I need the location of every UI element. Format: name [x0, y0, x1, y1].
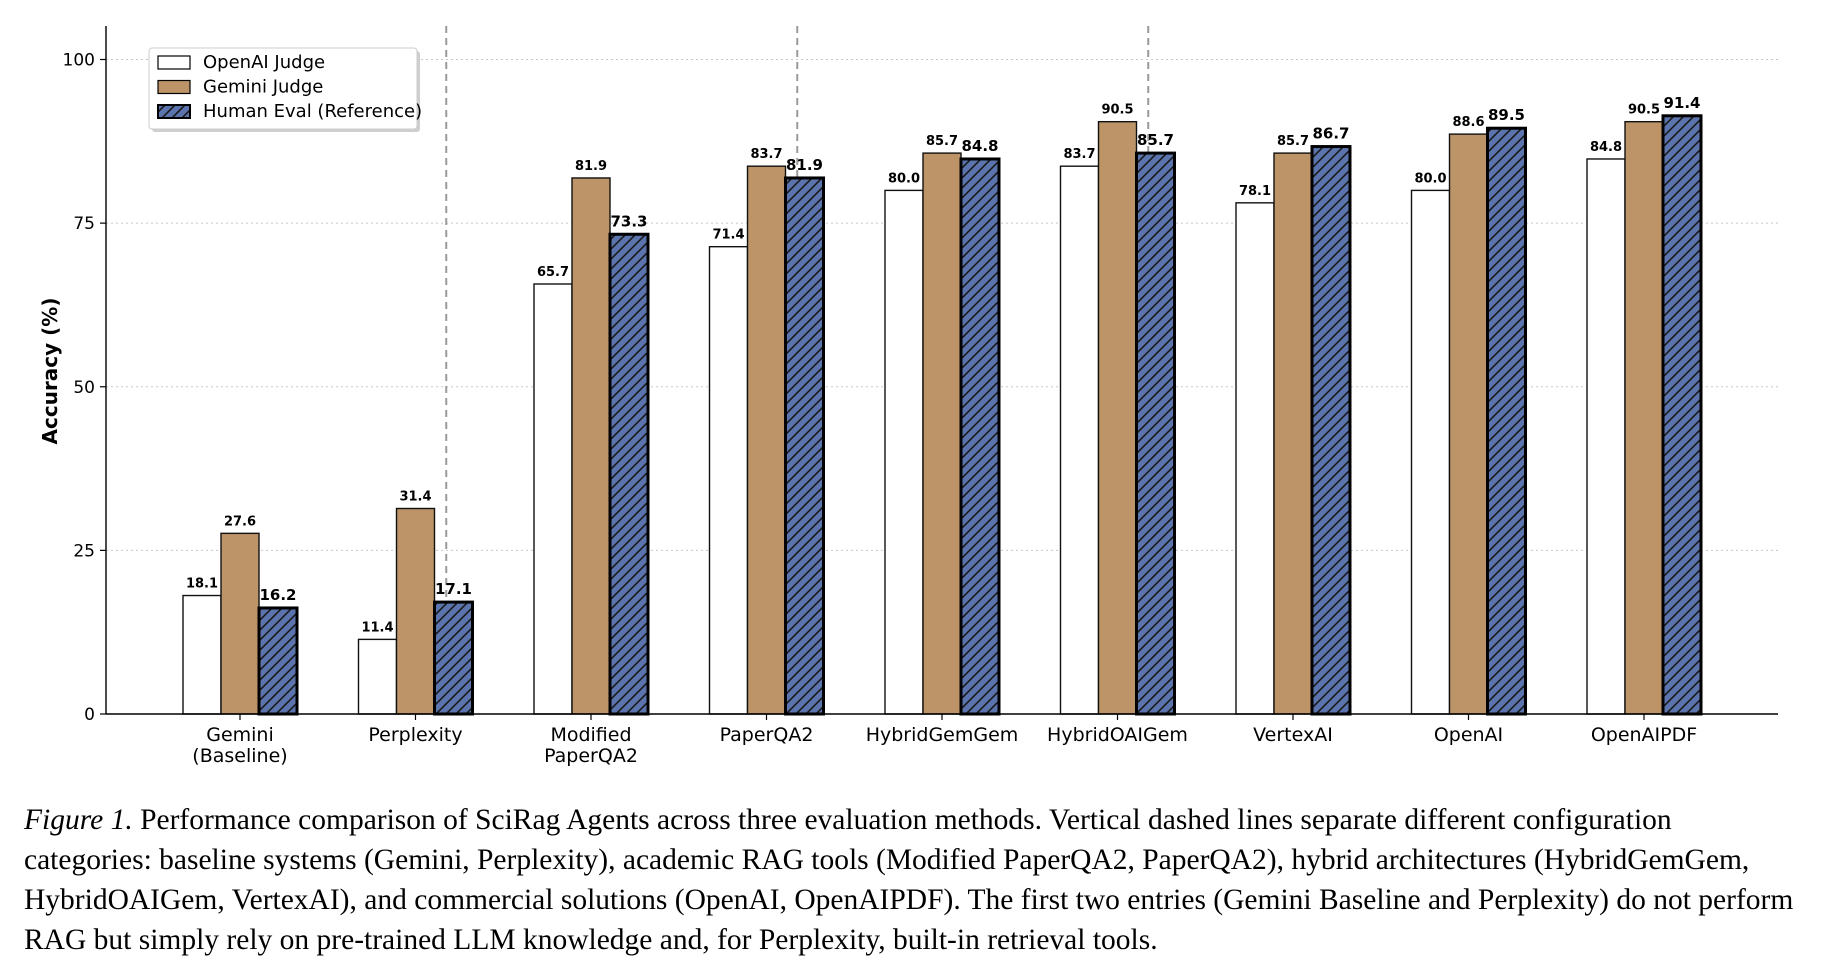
data-label: 11.4: [361, 620, 393, 635]
bar-openai-judge: [1235, 202, 1275, 715]
bar-openai-judge: [533, 283, 573, 715]
data-label: 86.7: [1312, 125, 1349, 143]
x-tick-label: HybridGemGem: [866, 724, 1019, 746]
x-tick-label: PaperQA2: [720, 724, 814, 746]
legend-swatch: [157, 104, 191, 119]
y-axis-label: Accuracy (%): [38, 298, 62, 445]
bar-gemini-judge: [746, 165, 787, 715]
x-tick-label: VertexAI: [1253, 724, 1333, 746]
data-label: 81.9: [575, 159, 607, 174]
x-tick-label: Gemini: [206, 724, 274, 746]
bar-chart: 18.1 27.6 16.2 11.4 31.4 17.1 65.7 81.9 73.3 71.4…: [38, 26, 1778, 767]
data-label: 27.6: [224, 514, 256, 529]
legend-swatch: [157, 55, 191, 70]
data-label: 91.4: [1663, 94, 1700, 112]
data-label: 78.1: [1239, 184, 1271, 199]
data-label: 85.7: [1137, 131, 1174, 149]
data-label: 18.1: [186, 577, 218, 592]
y-tick-label: 75: [73, 214, 95, 234]
data-label: 85.7: [1277, 134, 1309, 149]
caption-text: Performance comparison of SciRag Agents …: [24, 804, 1794, 956]
data-label: 81.9: [786, 156, 823, 174]
data-label: 83.7: [1063, 147, 1095, 162]
data-label: 89.5: [1488, 106, 1525, 124]
x-tick-label: OpenAIPDF: [1591, 724, 1697, 746]
bar-gemini-judge: [1624, 120, 1664, 715]
bar-human-eval-reference: [1486, 126, 1527, 716]
data-label: 80.0: [888, 171, 920, 186]
bar-gemini-judge: [571, 177, 611, 715]
bar-human-eval-reference: [959, 157, 1001, 716]
x-tick-label: HybridOAIGem: [1047, 724, 1188, 746]
bar-openai-judge: [1059, 165, 1100, 715]
legend-box: [148, 47, 418, 130]
bar-gemini-judge: [1273, 152, 1313, 715]
data-label: 16.2: [259, 586, 296, 604]
data-label: 88.6: [1452, 115, 1484, 130]
data-label: 71.4: [712, 228, 744, 243]
bar-human-eval-reference: [433, 600, 474, 716]
bar-human-eval-reference: [1135, 151, 1176, 716]
data-label: 90.5: [1101, 103, 1133, 118]
data-label: 84.8: [961, 137, 998, 155]
data-label: 65.7: [537, 265, 569, 280]
figure-caption: Figure 1. Performance comparison of SciR…: [24, 800, 1804, 960]
bar-gemini-judge: [395, 507, 436, 715]
y-tick-label: 0: [84, 705, 95, 725]
data-label: 90.5: [1628, 103, 1660, 118]
bar-human-eval-reference: [1310, 145, 1352, 716]
legend-label: OpenAI Judge: [203, 52, 325, 73]
caption-label: Figure 1.: [24, 804, 133, 836]
bar-openai-judge: [708, 245, 749, 715]
data-label: 83.7: [750, 147, 782, 162]
bar-gemini-judge: [1097, 120, 1138, 715]
x-tick-label: Modified: [550, 724, 631, 746]
legend-label: Gemini Judge: [203, 77, 323, 98]
data-label: 84.8: [1590, 140, 1622, 155]
x-tick-label: (Baseline): [192, 745, 287, 767]
legend: OpenAI Judge Gemini Judge Human Eval (Refe…: [148, 47, 422, 132]
bar-openai-judge: [884, 189, 924, 715]
bar-human-eval-reference: [257, 606, 299, 716]
data-label: 31.4: [399, 489, 431, 504]
data-label: 73.3: [610, 212, 647, 230]
bar-openai-judge: [357, 638, 398, 715]
y-tick-label: 50: [73, 378, 95, 398]
bar-human-eval-reference: [784, 176, 825, 716]
bar-gemini-judge: [922, 152, 962, 715]
data-label: 85.7: [926, 134, 958, 149]
bar-openai-judge: [1586, 158, 1626, 715]
bar-openai-judge: [182, 594, 222, 715]
bar-human-eval-reference: [1661, 114, 1703, 716]
legend-swatch: [157, 79, 191, 95]
data-label: 17.1: [435, 580, 472, 598]
x-tick-label: Perplexity: [368, 724, 462, 746]
y-tick-label: 25: [73, 541, 95, 561]
bar-gemini-judge: [220, 532, 260, 715]
data-label: 80.0: [1414, 171, 1446, 186]
bar-gemini-judge: [1448, 133, 1489, 715]
x-tick-label: OpenAI: [1434, 724, 1503, 746]
bar-openai-judge: [1410, 189, 1451, 715]
legend-label: Human Eval (Reference): [203, 101, 422, 122]
x-tick-label: PaperQA2: [544, 745, 638, 767]
bar-human-eval-reference: [608, 232, 650, 716]
y-tick-label: 100: [63, 51, 95, 71]
